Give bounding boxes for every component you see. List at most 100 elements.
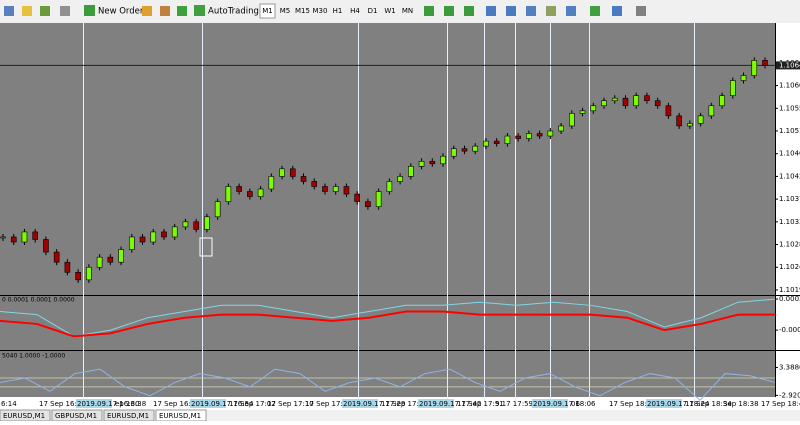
candle	[150, 231, 157, 243]
candle	[365, 201, 371, 207]
candle	[107, 256, 114, 263]
new-order-icon[interactable]	[84, 5, 95, 16]
candle	[128, 236, 135, 250]
candle	[590, 105, 597, 112]
icon[interactable]	[546, 6, 556, 16]
candle	[279, 168, 285, 177]
price-label: 1.10195	[779, 286, 800, 294]
icon[interactable]	[142, 6, 152, 16]
icon[interactable]	[160, 6, 170, 16]
timeframe-button[interactable]: W1	[384, 7, 395, 15]
autotrading-button[interactable]: AutoTrading	[208, 7, 259, 17]
candle	[601, 100, 607, 107]
candle	[493, 140, 500, 144]
autotrading-icon[interactable]	[194, 5, 205, 16]
price-label: 1.10420	[779, 172, 800, 180]
candle	[214, 201, 221, 218]
icon[interactable]	[636, 6, 646, 16]
icon[interactable]	[464, 6, 474, 16]
icon[interactable]	[40, 6, 50, 16]
time-label: 17 Sep 17:51	[457, 400, 504, 408]
candle	[611, 97, 618, 102]
time-label: 17 Sep 18:46	[761, 400, 800, 408]
candle	[386, 181, 393, 192]
timeframe-button[interactable]: M30	[313, 7, 328, 15]
tab-label[interactable]: EURUSD,M1	[3, 412, 45, 420]
candle	[579, 110, 586, 114]
ind1-scale-label: -0.0002	[779, 326, 800, 334]
main-chart	[0, 23, 775, 295]
time-label: 2019.09.17 16:30	[77, 400, 139, 408]
icon[interactable]	[612, 6, 622, 16]
icon[interactable]	[444, 6, 454, 16]
candle	[697, 115, 704, 124]
candle	[86, 266, 92, 281]
icon[interactable]	[506, 6, 516, 16]
candle	[654, 100, 661, 107]
timeframe-button[interactable]: H1	[333, 7, 343, 15]
tab-label[interactable]: EURUSD,M1	[159, 412, 201, 420]
candle	[268, 176, 275, 190]
current-price-label: 1.10640	[779, 61, 800, 69]
price-label: 1.10240	[779, 263, 800, 271]
ind1-line	[0, 310, 775, 338]
price-label: 1.10330	[779, 218, 800, 226]
candle	[161, 231, 167, 238]
icon[interactable]	[177, 6, 187, 16]
icon[interactable]	[566, 6, 576, 16]
candle	[375, 191, 382, 207]
candle	[21, 231, 28, 243]
timeframe-button[interactable]: M5	[280, 7, 291, 15]
indicator1-label: 0 0.0001 0.0001 0.0000	[2, 297, 75, 304]
timeframe-button[interactable]: D1	[368, 7, 378, 15]
ind1-line	[0, 298, 776, 337]
time-highlight	[646, 399, 682, 408]
tab-label[interactable]: EURUSD,M1	[107, 412, 149, 420]
icon[interactable]	[424, 6, 434, 16]
tab-bar	[0, 410, 800, 421]
time-label: 17 Sep 17:10	[267, 400, 314, 408]
icon[interactable]	[60, 6, 70, 16]
candle	[440, 155, 446, 165]
time-label: 17 Sep 18:14	[609, 400, 656, 408]
candle	[644, 95, 650, 102]
candle	[665, 105, 672, 117]
icon[interactable]	[590, 6, 600, 16]
candle	[730, 80, 736, 96]
candle	[536, 133, 543, 137]
new-order-button[interactable]: New Order	[98, 7, 144, 17]
time-label: 17 Sep 16:46	[153, 400, 200, 408]
timeframe-button[interactable]: H4	[350, 7, 360, 15]
arrow-object[interactable]	[199, 237, 213, 257]
ind2-scale-label: 3.3886	[779, 363, 800, 371]
icon[interactable]	[22, 6, 32, 16]
timeframe-button[interactable]: MN	[402, 7, 413, 15]
time-label: ep 16:38	[115, 400, 146, 408]
candle	[408, 166, 414, 177]
icon[interactable]	[486, 6, 496, 16]
candle	[118, 249, 124, 263]
ind2-scale-label: -2.9204	[779, 391, 800, 399]
time-highlight	[342, 399, 378, 408]
candle	[751, 60, 758, 76]
price-label: 1.10555	[779, 104, 800, 112]
candle	[526, 133, 532, 139]
icon[interactable]	[526, 6, 536, 16]
timeframe-button[interactable]: M15	[295, 7, 310, 15]
ind2-line	[0, 368, 776, 401]
candle	[450, 148, 457, 157]
candle	[193, 221, 199, 230]
tab-label[interactable]: GBPUSD,M1	[55, 412, 97, 420]
icon[interactable]	[4, 6, 14, 16]
candle	[311, 181, 318, 187]
time-label: 17 Sep 17:02	[229, 400, 276, 408]
candle	[300, 176, 307, 182]
time-label: 2019.09.17 17:29	[343, 400, 405, 408]
timeframe-button[interactable]: M1	[262, 7, 273, 15]
candle	[225, 186, 232, 202]
candle	[53, 251, 60, 263]
price-label: 1.10465	[779, 150, 800, 158]
